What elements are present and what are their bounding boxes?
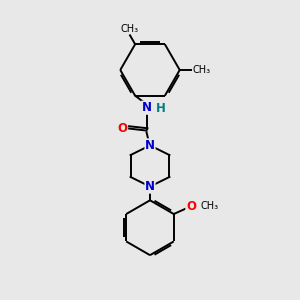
- Text: O: O: [118, 122, 128, 135]
- Text: O: O: [186, 200, 196, 212]
- Text: N: N: [145, 180, 155, 193]
- Text: CH₃: CH₃: [121, 24, 139, 34]
- Text: H: H: [156, 102, 166, 115]
- Text: CH₃: CH₃: [192, 65, 210, 75]
- Text: N: N: [142, 101, 152, 114]
- Text: CH₃: CH₃: [200, 201, 219, 211]
- Text: N: N: [145, 139, 155, 152]
